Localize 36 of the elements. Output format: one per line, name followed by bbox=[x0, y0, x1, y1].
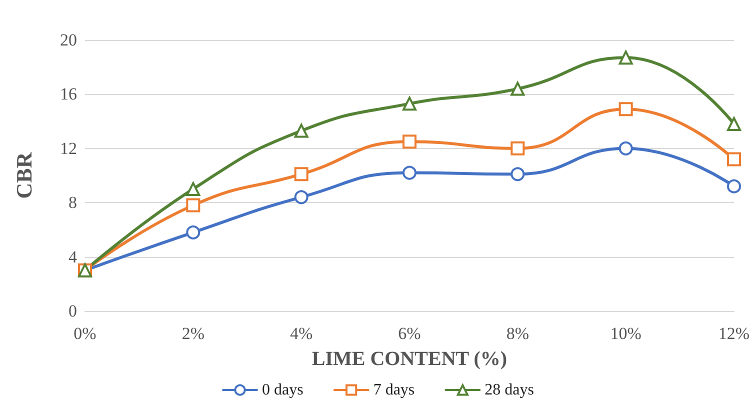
y-tick-label: 4 bbox=[68, 247, 78, 266]
point bbox=[510, 167, 525, 182]
point bbox=[294, 190, 308, 204]
legend-label: 0 days bbox=[262, 382, 304, 398]
x-tick-label: 4% bbox=[290, 324, 313, 343]
legend-label: 28 days bbox=[484, 382, 534, 398]
x-tick-label: 12% bbox=[718, 324, 750, 343]
y-tick-label: 12 bbox=[60, 138, 77, 158]
point bbox=[510, 141, 525, 156]
point bbox=[618, 141, 633, 156]
point bbox=[402, 134, 416, 149]
point bbox=[618, 102, 633, 116]
point bbox=[727, 117, 741, 132]
point bbox=[186, 225, 200, 240]
y-tick-label: 16 bbox=[60, 84, 77, 104]
point bbox=[727, 152, 741, 166]
legend-label: 7 days bbox=[373, 382, 415, 398]
y-axis-title: CBR bbox=[12, 151, 36, 199]
point bbox=[402, 96, 416, 111]
point bbox=[186, 182, 200, 196]
y-tick-label: 0 bbox=[68, 302, 77, 320]
y-tick-label: 20 bbox=[60, 30, 77, 50]
point bbox=[402, 166, 416, 180]
x-tick-label: 0% bbox=[74, 324, 96, 343]
x-tick-label: 2% bbox=[182, 324, 205, 343]
y-tick-label: 8 bbox=[68, 193, 77, 212]
x-tick-label: 8% bbox=[506, 324, 530, 343]
point bbox=[186, 198, 200, 212]
point bbox=[294, 167, 308, 182]
x-tick-label: 6% bbox=[398, 324, 421, 343]
point bbox=[510, 82, 525, 96]
x-axis-title: LIME CONTENT (%) bbox=[312, 348, 508, 370]
point bbox=[727, 179, 741, 194]
point bbox=[618, 50, 633, 65]
x-tick-label: 10% bbox=[610, 324, 642, 343]
point bbox=[294, 124, 308, 138]
